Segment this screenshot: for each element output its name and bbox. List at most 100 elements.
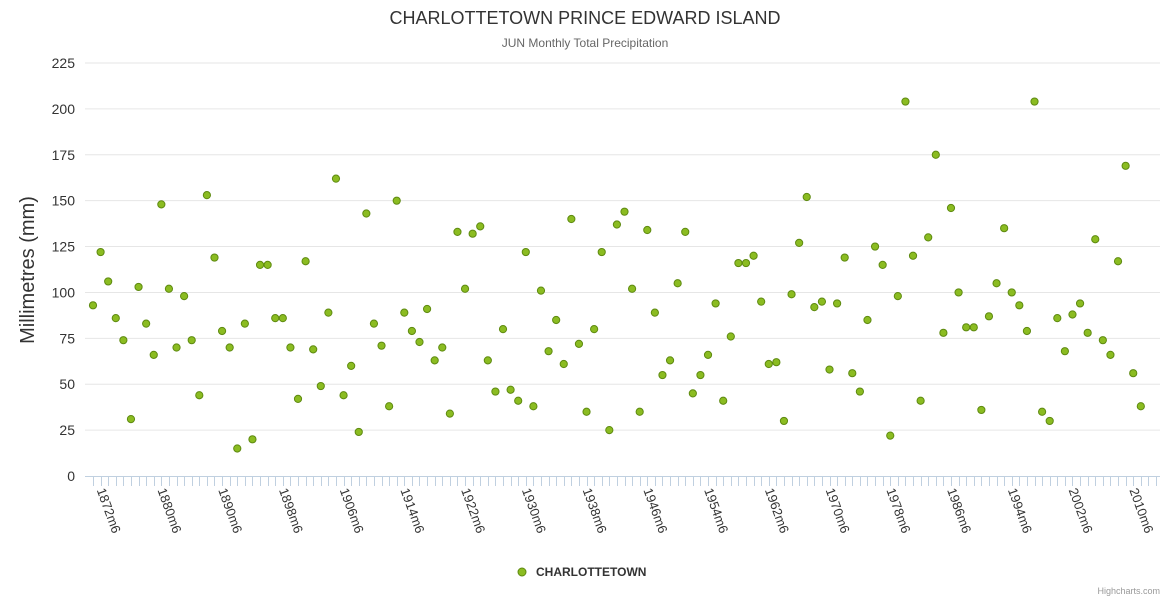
data-point[interactable] bbox=[757, 297, 766, 306]
data-point[interactable] bbox=[491, 387, 500, 396]
data-point[interactable] bbox=[946, 203, 956, 213]
data-point[interactable] bbox=[795, 238, 804, 247]
data-point[interactable] bbox=[96, 247, 105, 257]
data-point[interactable] bbox=[1136, 402, 1145, 411]
data-point[interactable] bbox=[1106, 350, 1115, 359]
data-point[interactable] bbox=[187, 336, 196, 345]
data-point[interactable] bbox=[271, 314, 280, 323]
data-point[interactable] bbox=[195, 391, 204, 400]
data-point[interactable] bbox=[476, 222, 485, 231]
data-point[interactable] bbox=[719, 396, 728, 405]
data-point[interactable] bbox=[210, 253, 219, 262]
data-point[interactable] bbox=[825, 365, 834, 374]
data-point[interactable] bbox=[407, 326, 416, 336]
data-point[interactable] bbox=[149, 350, 158, 359]
data-point[interactable] bbox=[180, 292, 189, 301]
data-point[interactable] bbox=[1091, 235, 1100, 244]
data-point[interactable] bbox=[483, 356, 492, 365]
data-point[interactable] bbox=[1038, 407, 1047, 416]
data-point[interactable] bbox=[627, 284, 637, 293]
data-point[interactable] bbox=[445, 409, 454, 418]
data-point[interactable] bbox=[962, 323, 971, 332]
data-point[interactable] bbox=[597, 247, 606, 257]
data-point[interactable] bbox=[924, 233, 933, 242]
data-point[interactable] bbox=[741, 258, 751, 268]
data-point[interactable] bbox=[810, 303, 819, 312]
data-point[interactable] bbox=[164, 284, 174, 293]
data-point[interactable] bbox=[931, 150, 940, 159]
data-point[interactable] bbox=[385, 402, 394, 411]
data-point[interactable] bbox=[468, 229, 477, 238]
data-point[interactable] bbox=[544, 347, 553, 356]
data-point[interactable] bbox=[278, 314, 287, 323]
data-point[interactable] bbox=[567, 214, 576, 224]
data-point[interactable] bbox=[134, 282, 143, 292]
data-point[interactable] bbox=[248, 435, 257, 444]
data-point[interactable] bbox=[749, 251, 758, 260]
data-point[interactable] bbox=[1045, 416, 1054, 426]
data-point[interactable] bbox=[984, 312, 994, 321]
data-point[interactable] bbox=[605, 426, 614, 435]
data-point[interactable] bbox=[658, 370, 667, 380]
data-point[interactable] bbox=[1075, 299, 1085, 308]
data-point[interactable] bbox=[157, 200, 166, 209]
legend[interactable]: CHARLOTTETOWN bbox=[517, 565, 646, 579]
data-point[interactable] bbox=[126, 414, 136, 424]
data-point[interactable] bbox=[460, 284, 470, 293]
data-point[interactable] bbox=[908, 251, 918, 260]
data-point[interactable] bbox=[347, 361, 356, 370]
data-point[interactable] bbox=[324, 308, 333, 317]
data-point[interactable] bbox=[696, 370, 705, 380]
data-point[interactable] bbox=[362, 209, 371, 218]
data-point[interactable] bbox=[901, 97, 910, 106]
data-point[interactable] bbox=[309, 345, 318, 354]
data-point[interactable] bbox=[506, 385, 515, 394]
data-point[interactable] bbox=[764, 359, 773, 369]
data-point[interactable] bbox=[1000, 224, 1009, 233]
data-point[interactable] bbox=[422, 304, 432, 314]
data-point[interactable] bbox=[1129, 369, 1138, 378]
data-point[interactable] bbox=[582, 407, 591, 416]
data-point[interactable] bbox=[430, 356, 439, 365]
data-point[interactable] bbox=[1113, 257, 1123, 266]
data-point[interactable] bbox=[1083, 328, 1092, 337]
data-point[interactable] bbox=[635, 407, 644, 416]
data-point[interactable] bbox=[217, 326, 227, 336]
data-point[interactable] bbox=[643, 225, 652, 235]
data-point[interactable] bbox=[240, 319, 249, 328]
data-point[interactable] bbox=[438, 343, 447, 352]
data-point[interactable] bbox=[1060, 347, 1069, 356]
data-point[interactable] bbox=[453, 227, 462, 236]
data-point[interactable] bbox=[339, 391, 348, 400]
data-point[interactable] bbox=[202, 191, 211, 200]
data-point[interactable] bbox=[1121, 161, 1130, 170]
data-point[interactable] bbox=[400, 308, 409, 317]
data-point[interactable] bbox=[1098, 336, 1107, 345]
data-point[interactable] bbox=[779, 416, 789, 426]
data-point[interactable] bbox=[301, 257, 310, 266]
data-point[interactable] bbox=[316, 381, 325, 391]
data-point[interactable] bbox=[802, 192, 811, 202]
data-point[interactable] bbox=[726, 332, 735, 341]
data-point[interactable] bbox=[263, 260, 272, 270]
legend-marker[interactable] bbox=[517, 567, 527, 577]
data-point[interactable] bbox=[286, 343, 295, 352]
data-point[interactable] bbox=[255, 260, 265, 270]
data-point[interactable] bbox=[817, 297, 827, 306]
data-point[interactable] bbox=[977, 405, 986, 415]
data-point[interactable] bbox=[293, 394, 303, 404]
data-point[interactable] bbox=[954, 288, 963, 297]
data-point[interactable] bbox=[369, 319, 379, 328]
legend-label[interactable]: CHARLOTTETOWN bbox=[536, 565, 646, 579]
data-point[interactable] bbox=[590, 325, 599, 334]
data-point[interactable] bbox=[833, 299, 842, 308]
data-point[interactable] bbox=[939, 328, 948, 337]
data-point[interactable] bbox=[969, 323, 978, 332]
data-point[interactable] bbox=[840, 253, 849, 262]
credits[interactable]: Highcharts.com bbox=[1097, 586, 1160, 596]
data-point[interactable] bbox=[787, 290, 796, 299]
data-point[interactable] bbox=[992, 279, 1001, 288]
data-point[interactable] bbox=[1068, 310, 1077, 319]
data-point[interactable] bbox=[521, 247, 530, 257]
data-point[interactable] bbox=[574, 339, 584, 348]
